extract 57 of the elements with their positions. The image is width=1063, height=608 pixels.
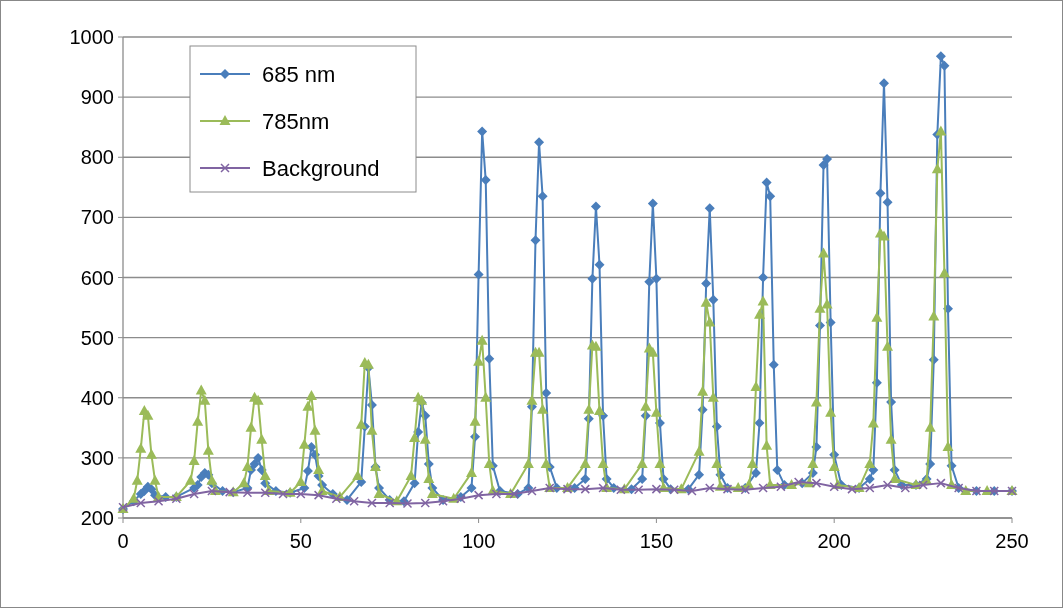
point: [367, 498, 377, 508]
x-tick-label: 100: [461, 530, 496, 552]
point: [153, 496, 164, 506]
point: [260, 488, 270, 498]
point: [598, 483, 608, 493]
x-tick-label: 200: [817, 530, 851, 552]
point: [918, 480, 928, 490]
point: [349, 496, 359, 506]
point: [776, 481, 786, 492]
point: [669, 484, 679, 495]
point: [793, 477, 804, 487]
point: [136, 498, 146, 508]
point: [296, 489, 306, 499]
legend-label: 785nm: [262, 108, 330, 134]
point: [616, 484, 626, 495]
point: [829, 481, 839, 492]
point: [900, 483, 911, 493]
point: [189, 489, 199, 499]
point: [865, 483, 875, 493]
point: [527, 486, 537, 496]
x-tick-label: 0: [117, 530, 129, 552]
y-tick-label: 800: [80, 146, 114, 169]
point: [509, 489, 519, 499]
point: [224, 487, 235, 497]
point: [207, 486, 217, 496]
point: [882, 480, 893, 490]
point: [811, 478, 822, 488]
y-tick-label: 200: [80, 507, 114, 529]
y-tick-label: 300: [80, 446, 114, 469]
point: [473, 490, 484, 500]
point: [491, 489, 502, 499]
point: [758, 483, 768, 493]
point: [313, 490, 324, 500]
point: [687, 486, 697, 496]
point: [278, 489, 288, 499]
point: [384, 498, 395, 508]
point: [936, 478, 946, 488]
point: [651, 484, 662, 494]
y-tick-label: 400: [80, 386, 114, 409]
y-tick-label: 900: [80, 86, 114, 109]
y-tick-label: 1000: [69, 26, 114, 48]
y-tick-label: 500: [80, 326, 114, 349]
y-tick-label: 700: [80, 206, 114, 229]
y-tick-label: 600: [80, 266, 114, 289]
point: [402, 498, 413, 509]
point: [331, 494, 342, 504]
point: [580, 484, 591, 494]
x-tick-label: 250: [995, 530, 1029, 552]
point: [242, 488, 253, 498]
point: [633, 484, 644, 495]
x-tick-label: 150: [639, 530, 674, 552]
point: [847, 484, 857, 494]
point: [704, 483, 715, 493]
legend-label: Background: [262, 155, 380, 181]
legend-label: 685 nm: [262, 61, 336, 87]
point: [420, 498, 431, 508]
x-tick-label: 50: [289, 530, 312, 552]
